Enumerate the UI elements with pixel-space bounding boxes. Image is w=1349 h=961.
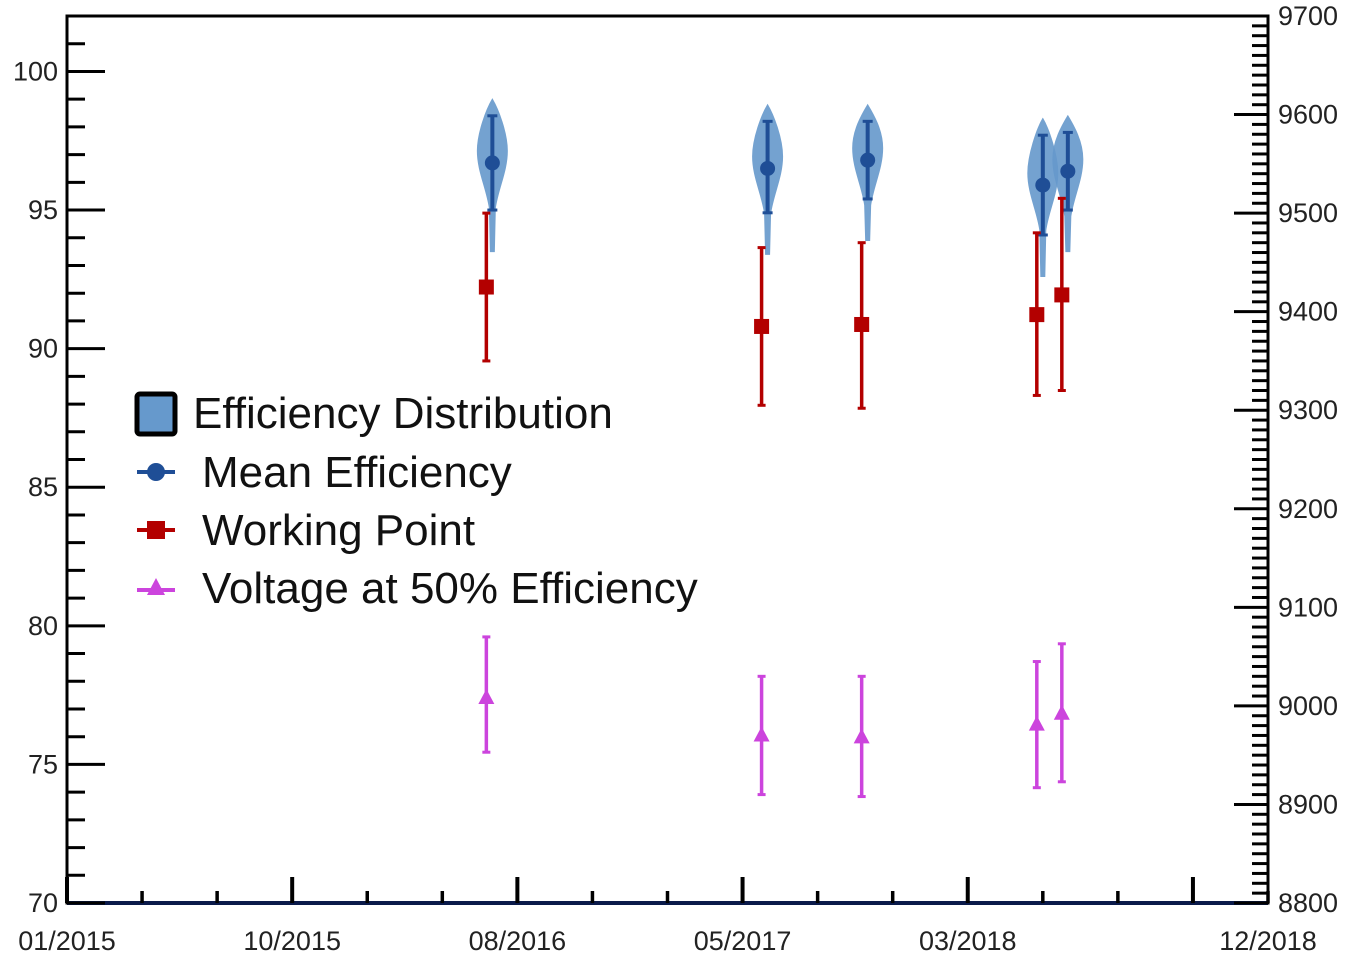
left-tick-label: 75	[28, 749, 58, 779]
right-tick-label: 9500	[1278, 198, 1338, 228]
left-tick-label: 90	[28, 334, 58, 364]
left-tick-label: 100	[13, 56, 58, 86]
marker-layer	[478, 152, 1076, 744]
legend-circle-icon	[147, 463, 165, 481]
x-tick-label: 12/2018	[1219, 926, 1317, 956]
voltage-marker	[853, 728, 870, 744]
right-tick-label: 9400	[1278, 297, 1338, 327]
mean-efficiency-point	[484, 155, 500, 171]
x-tick-label: 08/2016	[469, 926, 567, 956]
legend-label: Voltage at 50% Efficiency	[202, 564, 698, 613]
legend-label: Mean Efficiency	[202, 448, 512, 497]
mean-efficiency-point	[760, 160, 776, 176]
x-tick-label: 10/2015	[243, 926, 341, 956]
working-point-marker	[854, 316, 870, 332]
distribution-layer	[476, 98, 1084, 278]
left-tick-label: 70	[28, 888, 58, 918]
legend-box-icon	[134, 391, 178, 437]
legend-triangle-icon	[147, 578, 165, 595]
right-tick-label: 9300	[1278, 395, 1338, 425]
legend: Efficiency Distribution Mean Efficiency Wo…	[134, 389, 698, 613]
axis-layer: 70 75 80 85 90 95 100 8800 8900 9000 9100 9200 9300 9…	[13, 1, 1338, 956]
right-tick-label: 9000	[1278, 691, 1338, 721]
legend-label: Efficiency Distribution	[193, 389, 613, 438]
working-point-marker	[478, 279, 494, 295]
working-point-marker	[1029, 307, 1045, 323]
left-tick-label: 80	[28, 611, 58, 641]
x-tick-label: 01/2015	[18, 926, 116, 956]
right-tick-label: 9100	[1278, 592, 1338, 622]
mean-efficiency-point	[860, 152, 876, 168]
voltage-marker	[478, 689, 495, 705]
right-tick-label: 9600	[1278, 100, 1338, 130]
right-tick-label: 8800	[1278, 888, 1338, 918]
x-tick-label: 05/2017	[694, 926, 792, 956]
mean-efficiency-point	[1035, 177, 1051, 193]
legend-label: Working Point	[202, 506, 475, 555]
voltage-marker	[753, 726, 770, 742]
voltage-marker	[1053, 704, 1070, 720]
working-point-marker	[754, 318, 770, 334]
errorbar-layer	[482, 114, 1073, 799]
working-point-marker	[1054, 287, 1070, 303]
x-tick-label: 03/2018	[919, 926, 1017, 956]
mean-efficiency-point	[1060, 163, 1076, 179]
right-tick-label: 9700	[1278, 1, 1338, 31]
legend-square-icon	[147, 521, 165, 539]
right-tick-label: 9200	[1278, 494, 1338, 524]
voltage-marker	[1028, 715, 1045, 731]
left-tick-label: 95	[28, 195, 58, 225]
right-tick-label: 8900	[1278, 789, 1338, 819]
left-tick-label: 85	[28, 472, 58, 502]
